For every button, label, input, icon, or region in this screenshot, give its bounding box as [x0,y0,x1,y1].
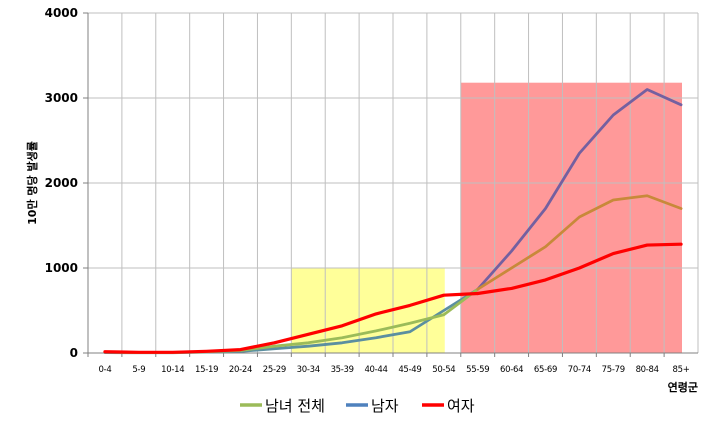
legend-label: 남녀 전체 [265,397,325,415]
series-line-2-late [476,88,683,291]
x-tick-label: 80-84 [636,365,659,375]
x-tick-label: 85+ [673,365,690,375]
y-axis-title: 10만 명당 발생률 [25,141,39,225]
y-tick-label: 1000 [45,261,78,275]
label-layer: 0 1000 2000 3000 4000 0-4 5-9 10-14 15-19 20-24 25… [25,6,698,394]
x-tick-label: 15-19 [195,365,218,375]
x-tick-label: 40-44 [364,365,387,375]
x-tick-label: 25-29 [263,365,286,375]
x-tick-label: 50-54 [432,365,455,375]
y-tick-label: 3000 [45,91,78,105]
series-line-3-late [476,242,683,296]
y-tick-label: 4000 [45,6,78,20]
x-tick-label: 20-24 [229,365,252,375]
legend-label: 여자 [447,397,475,415]
x-tick-label: 70-74 [568,365,591,375]
x-tick-label: 5-9 [132,365,145,375]
x-tick-label: 60-64 [500,365,523,375]
series-line-3 [103,291,480,354]
legend-label: 남자 [371,397,399,415]
x-tick-label: 65-69 [534,365,557,375]
y-tick-label: 0 [70,346,78,360]
x-tick-label: 75-79 [602,365,625,375]
x-tick-label: 35-39 [331,365,354,375]
series-layer [103,88,683,355]
highlight-layer [291,82,682,353]
series-line-1-late [476,194,683,291]
x-tick-label: 45-49 [398,365,421,375]
y-tick-label: 2000 [45,176,78,190]
x-tick-label: 0-4 [98,365,111,375]
x-axis-title: 연령군 [668,380,698,394]
x-tick-label: 10-14 [161,365,184,375]
legend-layer: 남녀 전체 남자 여자 [240,397,475,415]
x-tick-label: 55-59 [466,365,489,375]
x-tick-label: 30-34 [297,365,320,375]
highlight-region-2 [460,82,682,353]
